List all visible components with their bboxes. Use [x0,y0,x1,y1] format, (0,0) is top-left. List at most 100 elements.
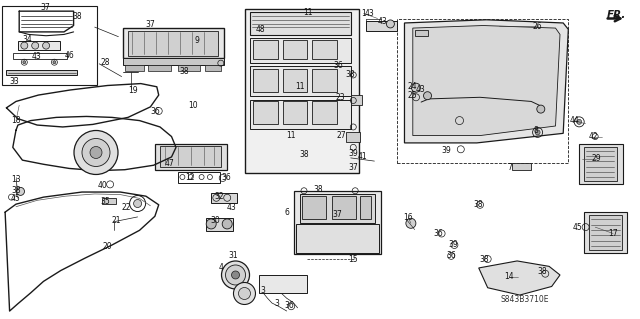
Text: 38: 38 [473,200,483,209]
Text: 3: 3 [274,299,279,308]
Bar [148,65,171,71]
Bar [312,101,337,124]
Bar [397,19,568,163]
Bar [178,172,220,183]
Bar [250,100,351,129]
Text: 9: 9 [195,36,200,45]
Bar [206,218,233,231]
Circle shape [23,61,26,64]
Bar [13,53,67,59]
Bar [283,40,307,59]
Text: 43: 43 [377,17,387,26]
Text: 37: 37 [145,20,156,29]
Bar [296,224,379,253]
Text: 45: 45 [572,223,582,232]
Bar [128,31,218,56]
Text: 38: 38 [179,67,189,76]
Circle shape [537,105,545,113]
Circle shape [43,42,49,49]
Text: 38: 38 [313,185,323,194]
Text: 38: 38 [11,186,21,195]
Text: 32: 32 [214,192,224,201]
Text: 34: 34 [22,35,32,44]
Bar [205,65,221,71]
Text: 43: 43 [364,9,374,18]
Text: 1: 1 [361,9,366,18]
Circle shape [90,146,102,159]
Text: 47: 47 [164,159,175,168]
Text: 36: 36 [150,107,160,116]
Bar [125,65,144,71]
Circle shape [17,187,24,196]
Text: 28: 28 [101,58,110,67]
Bar [283,101,307,124]
Bar [360,196,371,219]
Circle shape [21,42,28,49]
Text: 11: 11 [287,131,296,140]
Text: 3: 3 [260,286,265,295]
Circle shape [424,92,431,100]
Bar [312,69,337,92]
Text: 33: 33 [9,77,19,86]
Bar [302,196,326,219]
Text: 8: 8 [534,126,539,135]
Text: 37: 37 [348,163,358,172]
Bar [2,6,97,85]
Text: 24: 24 [408,82,418,91]
Circle shape [535,130,540,135]
Text: 38: 38 [299,150,309,159]
Text: 45: 45 [10,194,20,203]
Bar [245,9,359,173]
Circle shape [577,119,582,124]
Text: 36: 36 [433,229,444,238]
Circle shape [206,219,216,229]
Text: 40: 40 [97,181,108,190]
Text: 36: 36 [284,301,294,310]
Bar [300,194,375,223]
Bar [589,215,622,250]
Text: 36: 36 [446,251,456,260]
Text: 11: 11 [295,82,304,91]
Circle shape [82,138,110,167]
Bar [102,198,116,204]
Circle shape [134,199,141,208]
Text: 11: 11 [303,8,312,17]
Text: 17: 17 [608,229,618,238]
Text: 6: 6 [284,208,289,217]
Text: 16: 16 [403,213,413,222]
Text: 44: 44 [569,116,579,125]
Polygon shape [404,20,568,143]
Bar [18,41,60,50]
Text: 38: 38 [345,70,355,79]
Text: 26: 26 [532,22,543,31]
Text: 31: 31 [228,251,239,260]
Bar [178,65,200,71]
Bar [123,58,224,65]
Text: 38: 38 [479,255,490,263]
Bar [351,95,362,105]
Bar [579,144,623,184]
Bar [259,275,307,293]
Bar [123,28,224,58]
Circle shape [387,20,394,28]
Text: 36: 36 [333,61,343,70]
Text: 39: 39 [348,149,358,158]
Bar [294,191,381,254]
Text: 43: 43 [227,204,237,212]
Text: 14: 14 [504,272,514,281]
Bar [250,12,351,35]
Text: 27: 27 [337,131,347,140]
Bar [253,101,278,124]
Circle shape [32,42,38,49]
Text: 38: 38 [537,267,547,276]
Circle shape [225,265,246,285]
Bar [283,69,307,92]
Text: FR.: FR. [607,10,626,20]
Text: 39: 39 [441,146,451,155]
Text: 19: 19 [128,86,138,95]
Text: 20: 20 [102,242,113,251]
Circle shape [234,283,255,304]
Bar [332,196,356,219]
Text: 46: 46 [64,51,74,60]
Bar [512,163,531,170]
